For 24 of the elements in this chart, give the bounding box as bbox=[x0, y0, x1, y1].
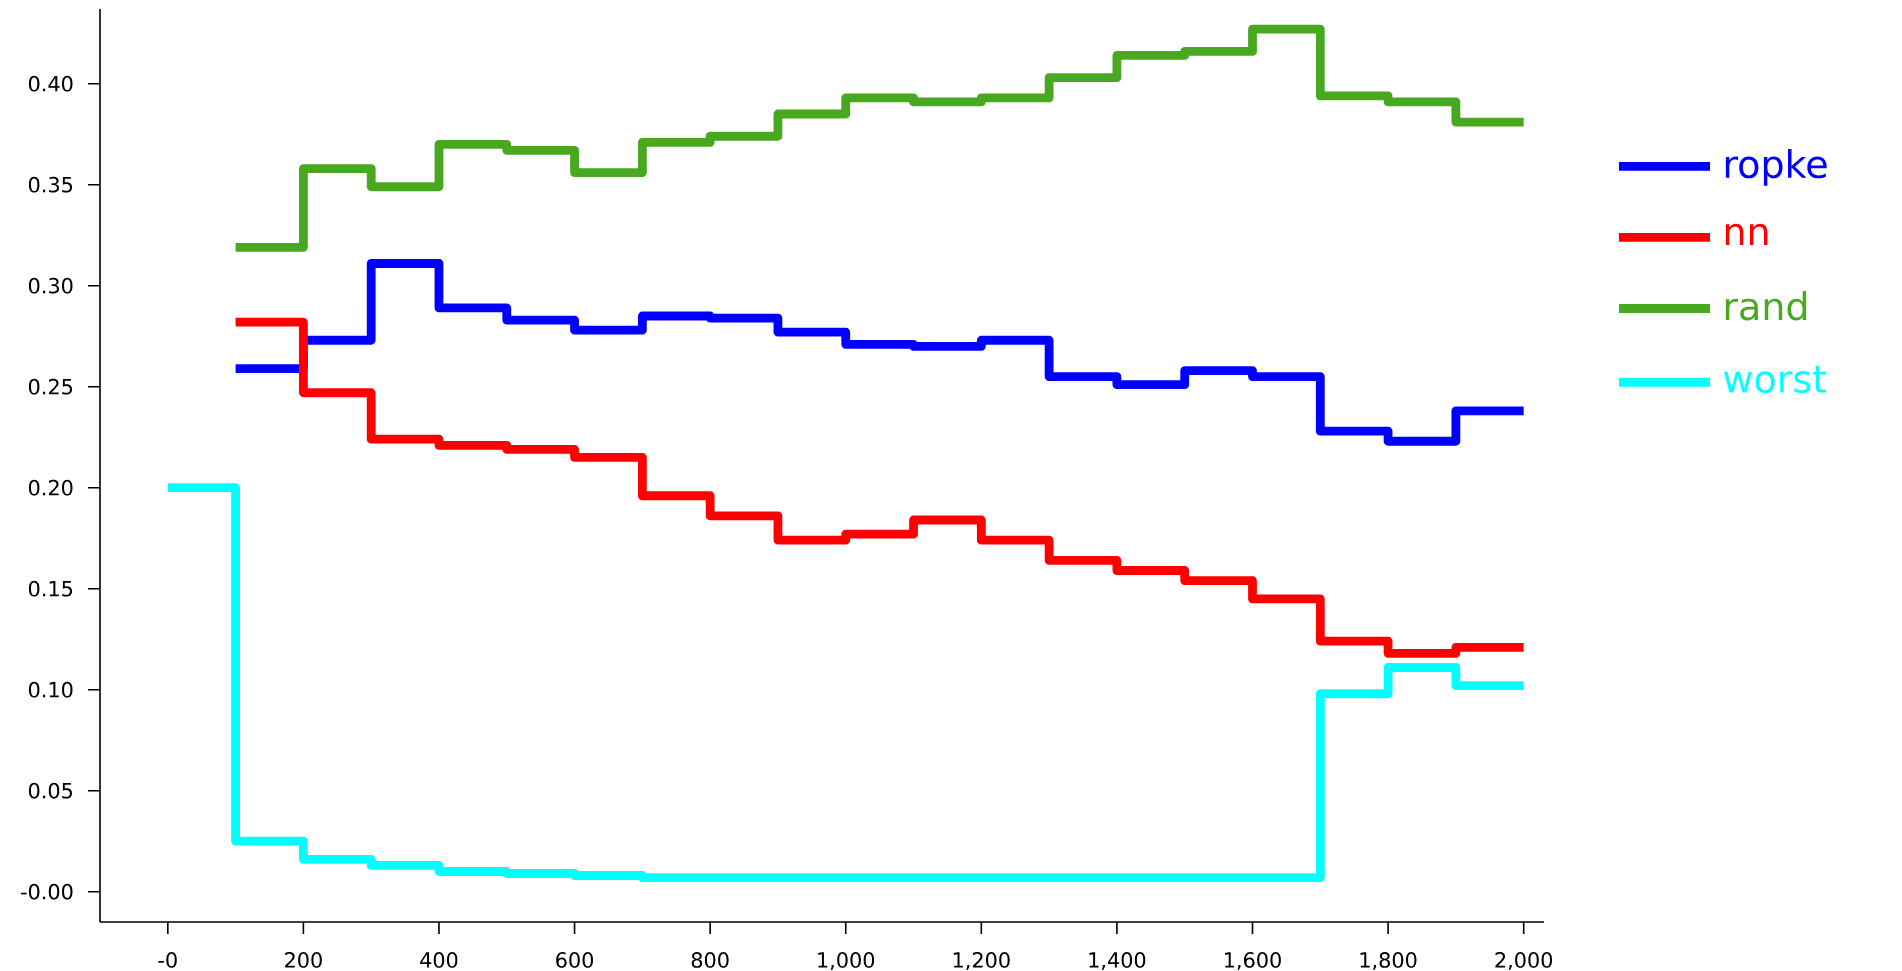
x-tick-label: -0 bbox=[158, 952, 177, 968]
x-tick-label: 1,400 bbox=[1089, 952, 1146, 970]
y-tick-label: -0.00 bbox=[21, 883, 73, 900]
legend-label: nn bbox=[1725, 223, 1768, 246]
x-tick-label: 1,000 bbox=[818, 952, 875, 970]
x-tick-label: 2,000 bbox=[1495, 952, 1553, 970]
x-tick-label: 400 bbox=[420, 952, 458, 968]
x-tick-label: 1,800 bbox=[1360, 952, 1417, 970]
x-tick-label: 800 bbox=[691, 952, 729, 968]
y-tick-label: 0.05 bbox=[28, 782, 73, 799]
x-tick-label: 200 bbox=[285, 952, 322, 968]
y-tick-label: 0.25 bbox=[28, 378, 73, 395]
legend-label: ropke bbox=[1725, 148, 1827, 186]
y-tick-label: 0.40 bbox=[28, 75, 73, 92]
y-tick-label: 0.30 bbox=[28, 277, 73, 294]
legend-label: worst bbox=[1723, 365, 1827, 394]
y-tick-label: 0.15 bbox=[28, 580, 73, 597]
legend-label: rand bbox=[1725, 291, 1807, 321]
y-tick-label: 0.10 bbox=[28, 681, 73, 698]
x-tick-label: 1,200 bbox=[953, 952, 1010, 970]
y-tick-label: 0.20 bbox=[28, 479, 73, 496]
x-tick-label: 1,600 bbox=[1224, 952, 1281, 970]
y-tick-label: 0.35 bbox=[28, 176, 73, 193]
x-tick-label: 600 bbox=[556, 952, 594, 968]
